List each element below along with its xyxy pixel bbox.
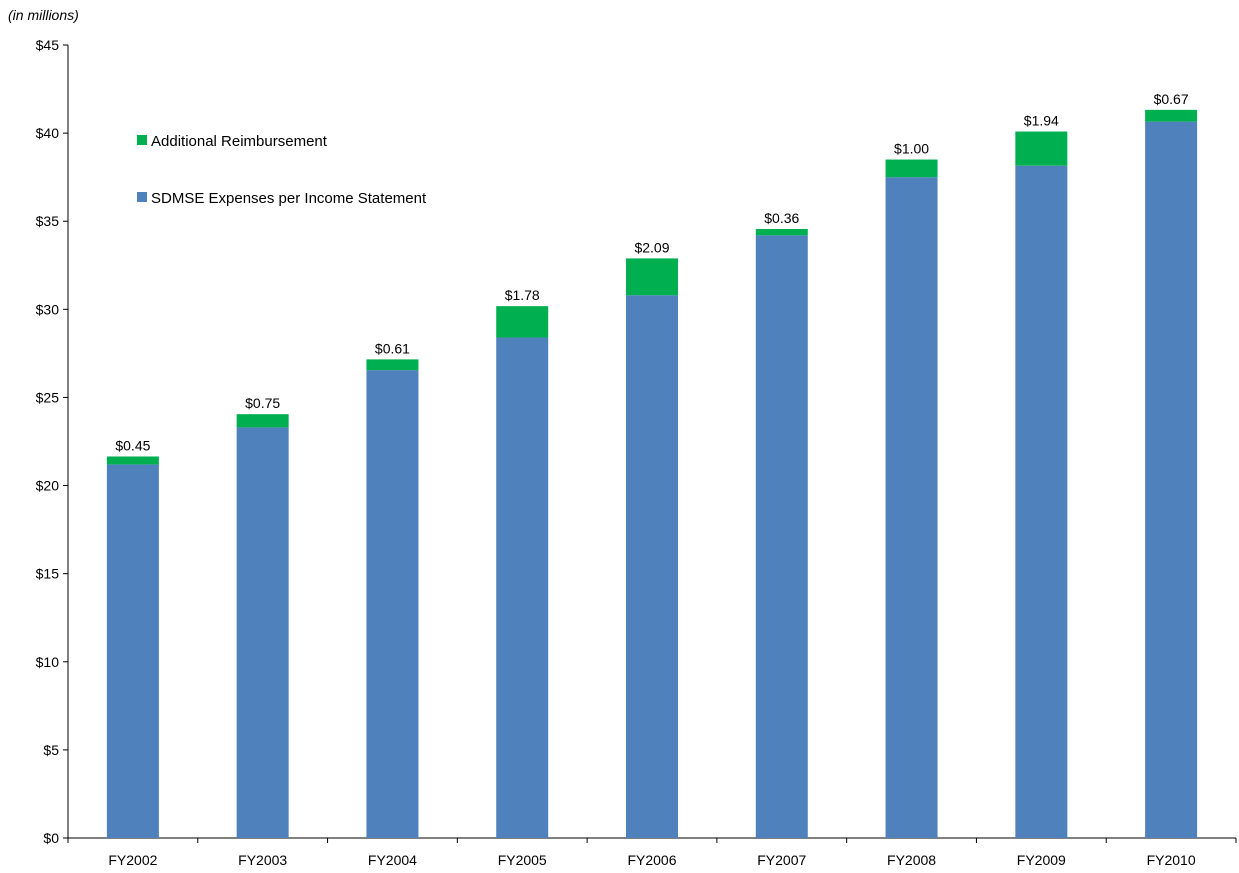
x-tick-label: FY2006: [627, 852, 676, 868]
y-tick-label: $10: [36, 654, 60, 670]
data-label: $1.00: [894, 141, 929, 157]
legend-swatch: [137, 192, 147, 202]
y-tick-label: $15: [36, 566, 60, 582]
data-label: $2.09: [634, 239, 669, 255]
bar-additional-reimbursement: [106, 456, 159, 465]
y-tick-label: $40: [36, 125, 60, 141]
bar-additional-reimbursement: [1145, 109, 1198, 122]
y-tick-label: $5: [43, 742, 59, 758]
data-labels: $0.45 $0.75 $0.61 $1.78 $2.09 $0.36 $1.00 $1.94…: [115, 91, 1188, 454]
x-tick-label: FY2004: [368, 852, 417, 868]
bar-sdmse-expenses: [106, 464, 159, 838]
unit-note: (in millions): [8, 7, 79, 23]
bar-additional-reimbursement: [1015, 131, 1068, 166]
x-tick-label: FY2003: [238, 852, 287, 868]
y-tick-label: $45: [36, 37, 60, 53]
bar-additional-reimbursement: [885, 159, 938, 178]
axes: $0 $5 $10 $15 $20 $25 $30 $35 $40 $45 FY2002 FY2003…: [36, 37, 1237, 868]
y-tick-label: $25: [36, 389, 60, 405]
y-tick-label: $0: [43, 830, 59, 846]
data-label: $0.61: [375, 340, 410, 356]
bar-additional-reimbursement: [236, 414, 289, 428]
x-tick-label: FY2005: [498, 852, 547, 868]
legend-label: Additional Reimbursement: [151, 133, 328, 150]
bars: [106, 109, 1198, 838]
bar-sdmse-expenses: [885, 177, 938, 838]
bar-sdmse-expenses: [755, 235, 808, 838]
x-tick-label: FY2010: [1147, 852, 1196, 868]
bar-additional-reimbursement: [626, 258, 678, 296]
y-tick-label: $20: [36, 478, 60, 494]
bar-additional-reimbursement: [366, 359, 419, 371]
data-label: $1.94: [1024, 113, 1059, 129]
bar-additional-reimbursement: [496, 306, 549, 338]
bar-sdmse-expenses: [1145, 121, 1198, 838]
x-tick-label: FY2007: [757, 852, 806, 868]
x-tick-label: FY2002: [108, 852, 157, 868]
bar-sdmse-expenses: [626, 295, 678, 838]
bar-sdmse-expenses: [366, 370, 419, 838]
bar-sdmse-expenses: [496, 337, 549, 838]
y-tick-label: $35: [36, 213, 60, 229]
data-label: $0.67: [1154, 91, 1189, 107]
bar-sdmse-expenses: [236, 427, 289, 838]
y-tick-label: $30: [36, 301, 60, 317]
bar-additional-reimbursement: [755, 228, 808, 236]
data-label: $0.45: [115, 437, 150, 453]
legend-label: SDMSE Expenses per Income Statement: [151, 190, 427, 207]
x-tick-label: FY2008: [887, 852, 936, 868]
legend-swatch: [137, 135, 147, 145]
x-tick-label: FY2009: [1017, 852, 1066, 868]
bar-sdmse-expenses: [1015, 165, 1068, 838]
legend: Additional Reimbursement SDMSE Expenses p…: [137, 133, 427, 207]
data-label: $1.78: [505, 287, 540, 303]
data-label: $0.75: [245, 395, 280, 411]
data-label: $0.36: [764, 210, 799, 226]
